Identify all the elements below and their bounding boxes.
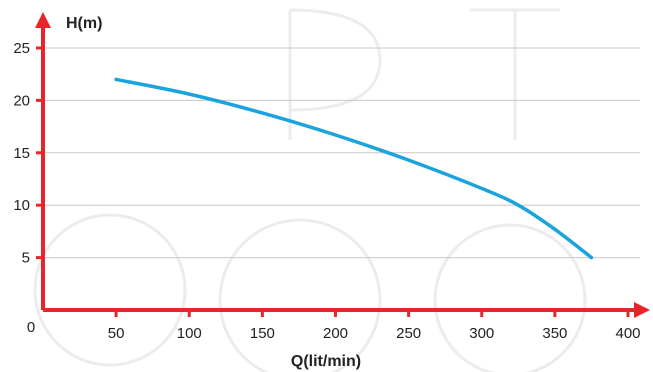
- x-tick-label: 50: [108, 325, 125, 342]
- head-flow-curve: [114, 77, 594, 260]
- watermark: [33, 8, 587, 372]
- grid-lines: [43, 47, 640, 259]
- y-tick-label: 10: [13, 197, 30, 214]
- x-tick-label: 100: [177, 325, 202, 342]
- x-tick-label: 250: [396, 325, 421, 342]
- series-group: [114, 77, 594, 260]
- x-tick-label: 400: [615, 325, 640, 342]
- x-tick-label: 150: [250, 325, 275, 342]
- y-axis-title: H(m): [66, 15, 102, 32]
- y-tick-label: 15: [13, 145, 30, 162]
- x-tick-label: 200: [323, 325, 348, 342]
- y-tick-label: 5: [22, 250, 30, 267]
- x-tick-label: 0: [27, 319, 35, 336]
- axes: [35, 12, 650, 318]
- x-axis-title: Q(lit/min): [291, 353, 361, 370]
- y-tick-label: 20: [13, 92, 30, 109]
- x-tick-label: 300: [469, 325, 494, 342]
- x-tick-labels: 0 50 100 150 200 250 300 350 400: [27, 319, 641, 342]
- y-axis-arrow: [35, 12, 51, 28]
- y-tick-label: 25: [13, 40, 30, 57]
- x-axis-arrow: [634, 302, 650, 318]
- y-tick-labels: 5 10 15 20 25: [13, 40, 30, 267]
- x-tick-label: 350: [542, 325, 567, 342]
